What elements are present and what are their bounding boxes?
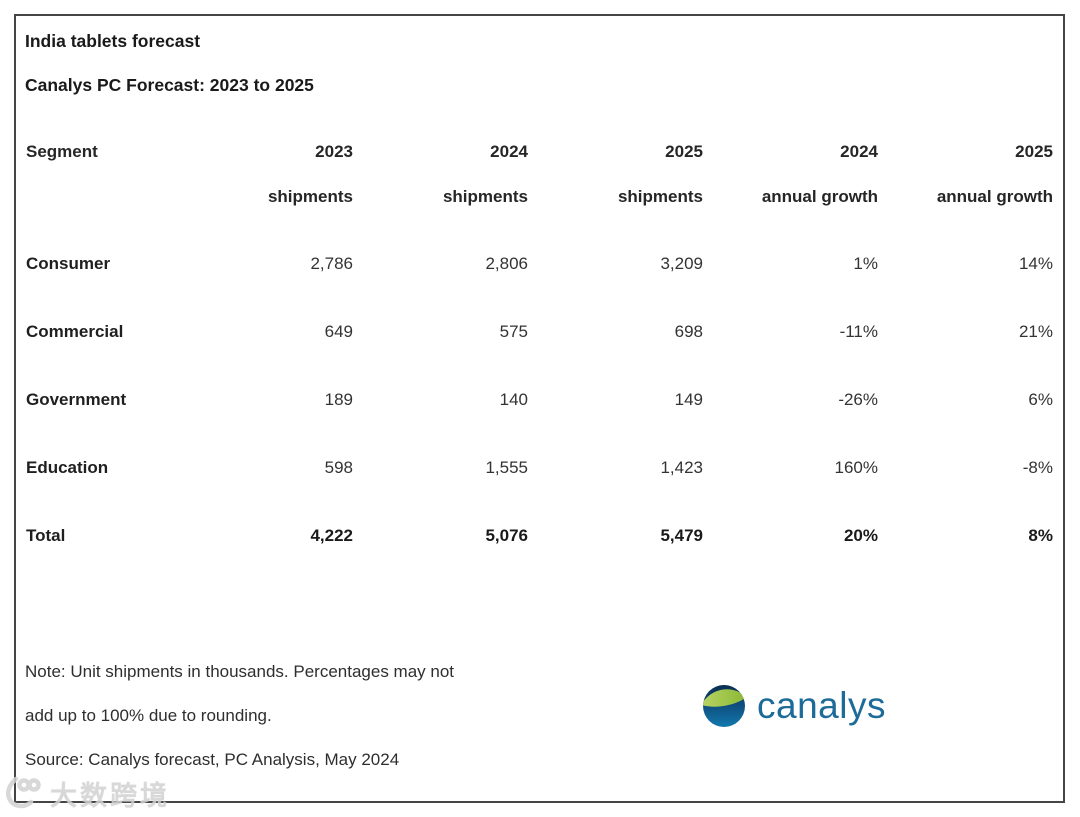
column-header-shipments-2024: shipments: [442, 187, 528, 206]
cell-value: 2,786: [310, 254, 353, 273]
table-row-government: Government 189 140 149 -26% 6%: [16, 390, 1063, 410]
note-text-line2: add up to 100% due to rounding.: [25, 706, 272, 725]
column-header-year-2025: 2025: [665, 142, 703, 161]
segment-label: Government: [26, 390, 127, 409]
column-header-growth-2024: annual growth: [761, 187, 878, 206]
segment-label: Commercial: [26, 322, 124, 341]
source-text: Source: Canalys forecast, PC Analysis, M…: [25, 750, 400, 769]
column-header-shipments-2025: shipments: [617, 187, 703, 206]
table-header-years: Segment 2023 2024 2025 2024 2025: [16, 142, 1063, 162]
cell-value: 598: [324, 458, 353, 477]
column-header-empty: [26, 187, 178, 207]
page-subtitle: Canalys PC Forecast: 2023 to 2025: [25, 75, 314, 95]
cell-value: 649: [324, 322, 353, 341]
table-row-total: Total 4,222 5,076 5,479 20% 8%: [16, 526, 1063, 546]
table-row-consumer: Consumer 2,786 2,806 3,209 1% 14%: [16, 254, 1063, 274]
canalys-globe-icon: [702, 684, 746, 728]
cell-value: 1,555: [485, 458, 528, 477]
table-row-education: Education 598 1,555 1,423 160% -8%: [16, 458, 1063, 478]
cell-value: 3,209: [660, 254, 703, 273]
column-header-year-2024-growth: 2024: [840, 142, 878, 161]
column-header-year-2023: 2023: [315, 142, 353, 161]
cell-value: 21%: [1018, 322, 1053, 341]
watermark: 大数跨境: [2, 774, 170, 813]
table-row-commercial: Commercial 649 575 698 -11% 21%: [16, 322, 1063, 342]
column-header-year-2025-growth: 2025: [1015, 142, 1053, 161]
cell-value: 2,806: [485, 254, 528, 273]
cell-value: 14%: [1018, 254, 1053, 273]
watermark-icon: [2, 775, 44, 813]
column-header-shipments-2023: shipments: [267, 187, 353, 206]
cell-value: -8%: [1022, 458, 1053, 477]
cell-value: 140: [499, 390, 528, 409]
cell-value: 5,479: [660, 526, 703, 545]
cell-value: 160%: [834, 458, 878, 477]
segment-label: Education: [26, 458, 109, 477]
canalys-logo-text: canalys: [757, 685, 886, 726]
cell-value: 189: [324, 390, 353, 409]
cell-value: 1,423: [660, 458, 703, 477]
cell-value: 6%: [1028, 390, 1053, 409]
segment-label: Consumer: [26, 254, 111, 273]
column-header-year-2024: 2024: [490, 142, 528, 161]
cell-value: 575: [499, 322, 528, 341]
page-title: India tablets forecast: [25, 31, 201, 51]
segment-label: Total: [26, 526, 66, 545]
cell-value: 8%: [1028, 526, 1053, 545]
column-header-segment: Segment: [26, 142, 98, 161]
canalys-logo: canalys: [702, 682, 886, 730]
note-text-line1: Note: Unit shipments in thousands. Perce…: [25, 662, 455, 681]
cell-value: 698: [674, 322, 703, 341]
column-header-growth-2025: annual growth: [936, 187, 1053, 206]
cell-value: -26%: [838, 390, 878, 409]
cell-value: 20%: [843, 526, 878, 545]
cell-value: 5,076: [485, 526, 528, 545]
cell-value: 1%: [853, 254, 878, 273]
cell-value: 149: [674, 390, 703, 409]
watermark-text: 大数跨境: [50, 781, 170, 811]
cell-value: -11%: [839, 322, 878, 341]
table-frame: [14, 14, 1065, 803]
table-header-labels: shipments shipments shipments annual gro…: [16, 187, 1063, 207]
cell-value: 4,222: [310, 526, 353, 545]
